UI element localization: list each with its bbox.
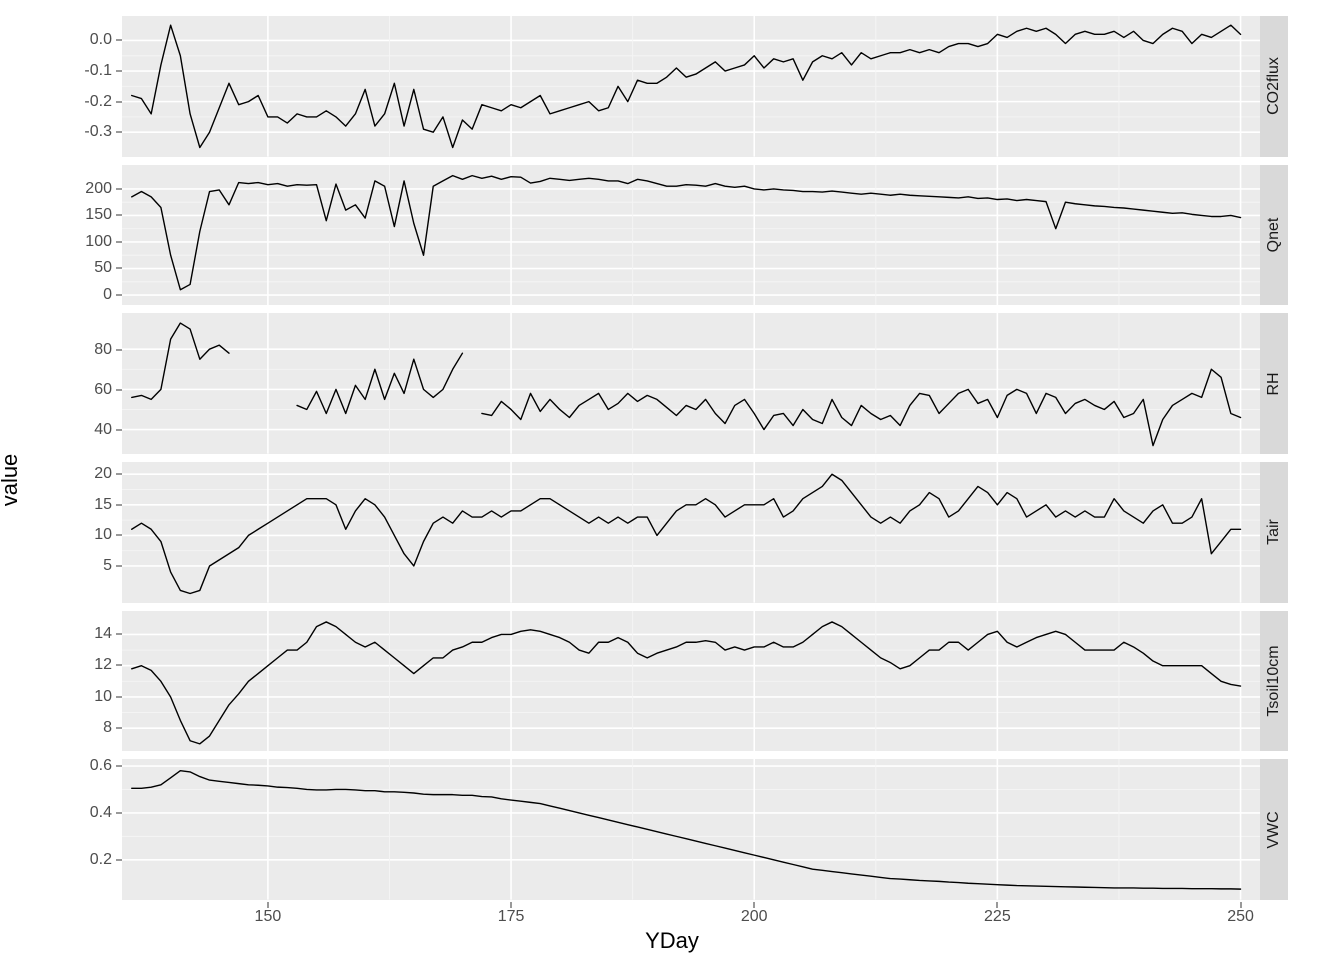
y-axis-title: value	[0, 454, 23, 507]
series-line	[132, 622, 1241, 744]
panel-CO2flux: -0.3 -0.2 -0.1 0.0 CO2flux	[70, 16, 1288, 157]
y-tick-label: 0.4	[90, 804, 112, 822]
x-tick-label: 175	[498, 908, 525, 926]
panel-Tsoil10cm: 8 10 12 14 Tsoil10cm	[70, 611, 1288, 752]
faceted-line-chart: value YDay -0.3 -0.2 -0.1 0.0 CO2flux 0 50 100 1…	[0, 0, 1344, 960]
series-line	[132, 474, 1241, 593]
facet-label: Tair	[1265, 519, 1283, 545]
panel-Qnet: 0 50 100 150 200 Qnet	[70, 165, 1288, 306]
y-tick-label: 100	[85, 233, 112, 251]
plot-area	[122, 313, 1260, 454]
facet-label: VWC	[1265, 811, 1283, 848]
plot-area	[122, 16, 1260, 157]
y-tick-label: 200	[85, 180, 112, 198]
y-tick-label: 40	[94, 421, 112, 439]
y-tick-label: 0.0	[90, 31, 112, 49]
facet-strip: VWC	[1260, 759, 1288, 900]
series-line	[297, 354, 462, 414]
y-ticks: 40 60 80	[70, 313, 122, 454]
y-tick-label: 5	[103, 557, 112, 575]
y-tick-label: 60	[94, 381, 112, 399]
y-tick-label: 15	[94, 496, 112, 514]
y-ticks: 0 50 100 150 200	[70, 165, 122, 306]
facet-strip: Qnet	[1260, 165, 1288, 306]
x-tick-label: 200	[741, 908, 768, 926]
x-tick-label: 225	[984, 908, 1011, 926]
panels-column: -0.3 -0.2 -0.1 0.0 CO2flux 0 50 100 150 200 Qnet 40…	[70, 16, 1288, 900]
panel-Tair: 5 10 15 20 Tair	[70, 462, 1288, 603]
facet-label: Tsoil10cm	[1265, 645, 1283, 716]
plot-area	[122, 759, 1260, 900]
series-line	[132, 771, 1241, 889]
x-axis-title: YDay	[645, 928, 699, 954]
y-tick-label: 0.2	[90, 851, 112, 869]
y-ticks: -0.3 -0.2 -0.1 0.0	[70, 16, 122, 157]
series-line	[482, 370, 1241, 446]
y-tick-label: 50	[94, 259, 112, 277]
x-tick-label: 150	[255, 908, 282, 926]
series-line	[132, 323, 229, 399]
y-tick-label: 0	[103, 286, 112, 304]
y-tick-label: 14	[94, 625, 112, 643]
y-ticks: 5 10 15 20	[70, 462, 122, 603]
x-axis: 150 175 200 225 250	[122, 902, 1260, 926]
y-tick-label: 8	[103, 719, 112, 737]
facet-strip: RH	[1260, 313, 1288, 454]
facet-strip: Tair	[1260, 462, 1288, 603]
y-tick-label: 10	[94, 526, 112, 544]
y-tick-label: 12	[94, 656, 112, 674]
y-tick-label: -0.2	[84, 93, 112, 111]
plot-area	[122, 462, 1260, 603]
facet-label: RH	[1265, 372, 1283, 395]
x-tick-label: 250	[1227, 908, 1254, 926]
y-ticks: 0.2 0.4 0.6	[70, 759, 122, 900]
panel-VWC: 0.2 0.4 0.6 VWC	[70, 759, 1288, 900]
panel-RH: 40 60 80 RH	[70, 313, 1288, 454]
facet-strip: Tsoil10cm	[1260, 611, 1288, 752]
plot-area	[122, 165, 1260, 306]
y-tick-label: 20	[94, 465, 112, 483]
y-tick-label: 10	[94, 688, 112, 706]
y-tick-label: -0.3	[84, 123, 112, 141]
facet-strip: CO2flux	[1260, 16, 1288, 157]
series-line	[132, 175, 1241, 289]
facet-label: Qnet	[1265, 218, 1283, 253]
y-ticks: 8 10 12 14	[70, 611, 122, 752]
y-tick-label: 0.6	[90, 757, 112, 775]
y-tick-label: 80	[94, 341, 112, 359]
facet-label: CO2flux	[1265, 57, 1283, 115]
plot-area	[122, 611, 1260, 752]
y-tick-label: -0.1	[84, 62, 112, 80]
y-tick-label: 150	[85, 206, 112, 224]
